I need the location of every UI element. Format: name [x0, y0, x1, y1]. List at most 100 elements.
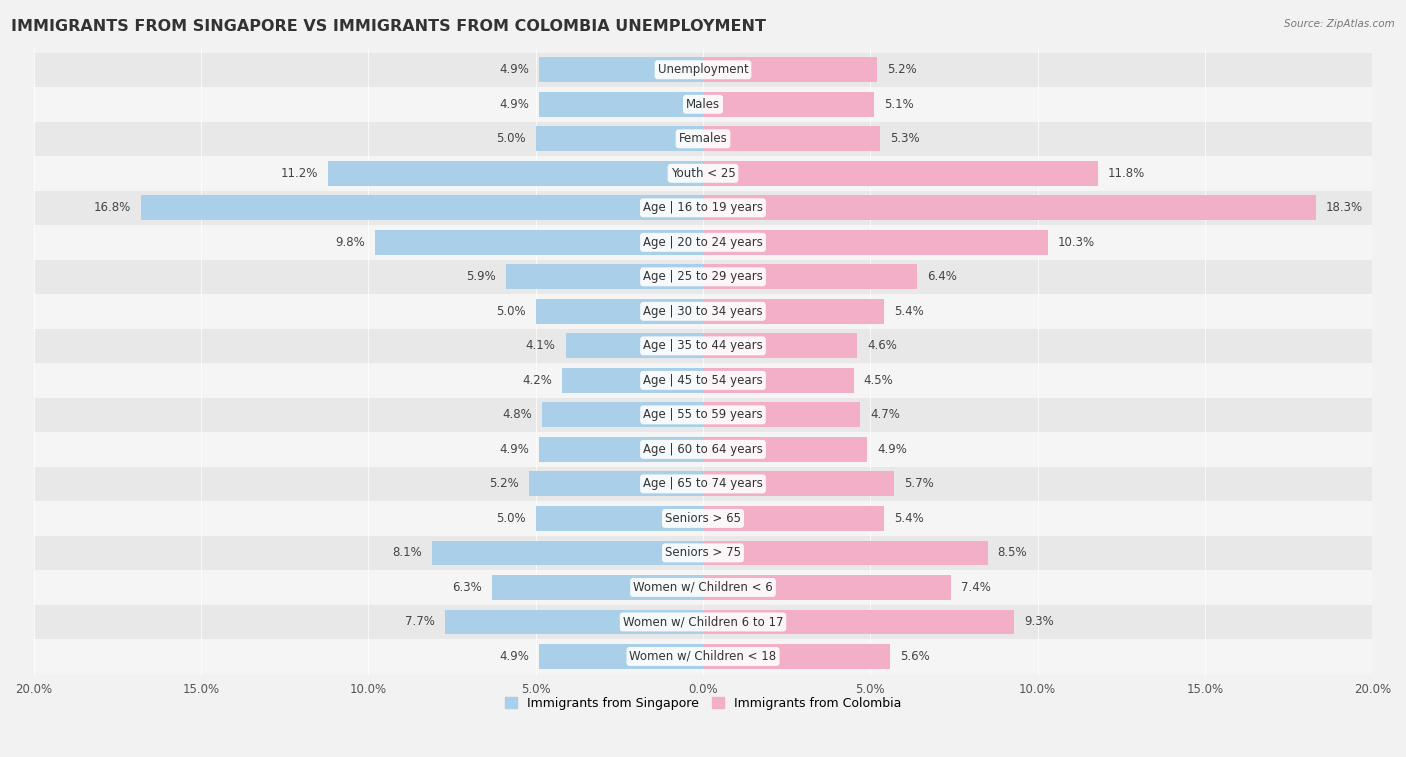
Text: 4.1%: 4.1%: [526, 339, 555, 352]
Text: Age | 35 to 44 years: Age | 35 to 44 years: [643, 339, 763, 352]
Bar: [529, 472, 703, 497]
Bar: [34, 191, 1372, 225]
Text: 9.8%: 9.8%: [335, 236, 366, 249]
Bar: [543, 403, 703, 427]
Text: 5.2%: 5.2%: [489, 478, 519, 491]
Text: IMMIGRANTS FROM SINGAPORE VS IMMIGRANTS FROM COLOMBIA UNEMPLOYMENT: IMMIGRANTS FROM SINGAPORE VS IMMIGRANTS …: [11, 19, 766, 34]
Bar: [703, 333, 858, 358]
Text: 4.9%: 4.9%: [877, 443, 907, 456]
Text: Youth < 25: Youth < 25: [671, 167, 735, 180]
Text: 4.6%: 4.6%: [868, 339, 897, 352]
Bar: [34, 329, 1372, 363]
Text: 7.4%: 7.4%: [960, 581, 991, 594]
Bar: [446, 609, 703, 634]
Bar: [703, 368, 853, 393]
Text: 4.9%: 4.9%: [499, 64, 529, 76]
Bar: [34, 52, 1372, 87]
Bar: [562, 368, 703, 393]
Text: Women w/ Children < 6: Women w/ Children < 6: [633, 581, 773, 594]
Bar: [536, 126, 703, 151]
Legend: Immigrants from Singapore, Immigrants from Colombia: Immigrants from Singapore, Immigrants fr…: [499, 692, 907, 715]
Bar: [538, 92, 703, 117]
Bar: [703, 58, 877, 83]
Text: 16.8%: 16.8%: [93, 201, 131, 214]
Text: Age | 20 to 24 years: Age | 20 to 24 years: [643, 236, 763, 249]
Text: 4.8%: 4.8%: [502, 408, 533, 422]
Bar: [34, 466, 1372, 501]
Bar: [34, 570, 1372, 605]
Bar: [703, 575, 950, 600]
Bar: [492, 575, 703, 600]
Bar: [328, 161, 703, 185]
Bar: [703, 230, 1047, 255]
Bar: [703, 472, 894, 497]
Text: Age | 30 to 34 years: Age | 30 to 34 years: [643, 305, 763, 318]
Text: 18.3%: 18.3%: [1326, 201, 1362, 214]
Text: Age | 25 to 29 years: Age | 25 to 29 years: [643, 270, 763, 283]
Bar: [703, 609, 1014, 634]
Text: 8.1%: 8.1%: [392, 547, 422, 559]
Bar: [34, 156, 1372, 191]
Text: 4.9%: 4.9%: [499, 98, 529, 111]
Bar: [34, 605, 1372, 639]
Text: 4.2%: 4.2%: [523, 374, 553, 387]
Bar: [506, 264, 703, 289]
Bar: [565, 333, 703, 358]
Bar: [34, 397, 1372, 432]
Bar: [703, 126, 880, 151]
Text: Unemployment: Unemployment: [658, 64, 748, 76]
Bar: [538, 437, 703, 462]
Bar: [703, 299, 884, 324]
Text: 5.4%: 5.4%: [894, 512, 924, 525]
Text: 6.4%: 6.4%: [928, 270, 957, 283]
Text: Women w/ Children < 18: Women w/ Children < 18: [630, 650, 776, 663]
Text: 4.9%: 4.9%: [499, 650, 529, 663]
Bar: [703, 437, 868, 462]
Text: 5.0%: 5.0%: [496, 132, 526, 145]
Text: Age | 16 to 19 years: Age | 16 to 19 years: [643, 201, 763, 214]
Text: 11.8%: 11.8%: [1108, 167, 1146, 180]
Bar: [703, 195, 1316, 220]
Bar: [703, 92, 873, 117]
Bar: [34, 639, 1372, 674]
Text: 5.6%: 5.6%: [900, 650, 931, 663]
Text: 5.0%: 5.0%: [496, 305, 526, 318]
Text: 11.2%: 11.2%: [281, 167, 318, 180]
Text: 4.9%: 4.9%: [499, 443, 529, 456]
Bar: [703, 644, 890, 669]
Text: Males: Males: [686, 98, 720, 111]
Bar: [34, 122, 1372, 156]
Bar: [703, 506, 884, 531]
Text: 9.3%: 9.3%: [1025, 615, 1054, 628]
Bar: [538, 58, 703, 83]
Text: Age | 45 to 54 years: Age | 45 to 54 years: [643, 374, 763, 387]
Bar: [34, 294, 1372, 329]
Bar: [34, 260, 1372, 294]
Text: 5.4%: 5.4%: [894, 305, 924, 318]
Text: 5.9%: 5.9%: [465, 270, 495, 283]
Text: Women w/ Children 6 to 17: Women w/ Children 6 to 17: [623, 615, 783, 628]
Text: 8.5%: 8.5%: [997, 547, 1028, 559]
Bar: [703, 161, 1098, 185]
Text: 10.3%: 10.3%: [1057, 236, 1095, 249]
Bar: [34, 432, 1372, 466]
Text: Seniors > 65: Seniors > 65: [665, 512, 741, 525]
Text: 7.7%: 7.7%: [405, 615, 436, 628]
Bar: [432, 540, 703, 565]
Bar: [703, 540, 987, 565]
Text: Females: Females: [679, 132, 727, 145]
Bar: [536, 299, 703, 324]
Bar: [34, 363, 1372, 397]
Text: 4.7%: 4.7%: [870, 408, 900, 422]
Text: 5.0%: 5.0%: [496, 512, 526, 525]
Bar: [141, 195, 703, 220]
Text: Seniors > 75: Seniors > 75: [665, 547, 741, 559]
Bar: [375, 230, 703, 255]
Bar: [34, 225, 1372, 260]
Text: 5.1%: 5.1%: [884, 98, 914, 111]
Bar: [34, 501, 1372, 536]
Bar: [538, 644, 703, 669]
Bar: [34, 536, 1372, 570]
Bar: [34, 87, 1372, 122]
Text: 5.7%: 5.7%: [904, 478, 934, 491]
